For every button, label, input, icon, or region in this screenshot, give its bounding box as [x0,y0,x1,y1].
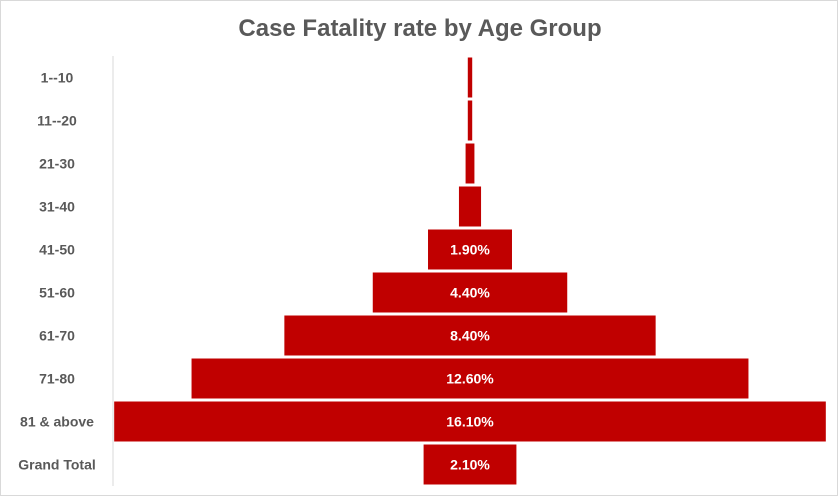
funnel-bar [467,57,473,98]
category-label: 1--10 [41,70,74,86]
funnel-bar [423,444,517,485]
funnel-bar [428,229,512,270]
funnel-bar [465,143,475,184]
funnel-bar [372,272,568,313]
data-label: 12.60% [446,371,494,387]
chart-title: Case Fatality rate by Age Group [238,15,602,42]
category-label: 41-50 [39,242,75,258]
category-label: 61-70 [39,328,75,344]
data-label: 1.90% [450,242,490,258]
funnel-bar [191,358,749,399]
funnel-bar [458,186,482,227]
category-label: 81 & above [20,414,94,430]
category-label: 21-30 [39,156,75,172]
data-label: 16.10% [446,414,494,430]
category-label: 71-80 [39,371,75,387]
data-label: 8.40% [450,328,490,344]
category-label: 51-60 [39,285,75,301]
funnel-bar [114,401,826,442]
funnel-bar [284,315,656,356]
data-label: 4.40% [450,285,490,301]
funnel-bar [467,100,473,141]
category-label: 31-40 [39,199,75,215]
data-label: 2.10% [450,457,490,473]
category-label: Grand Total [18,457,96,473]
category-label: 11--20 [37,113,77,129]
